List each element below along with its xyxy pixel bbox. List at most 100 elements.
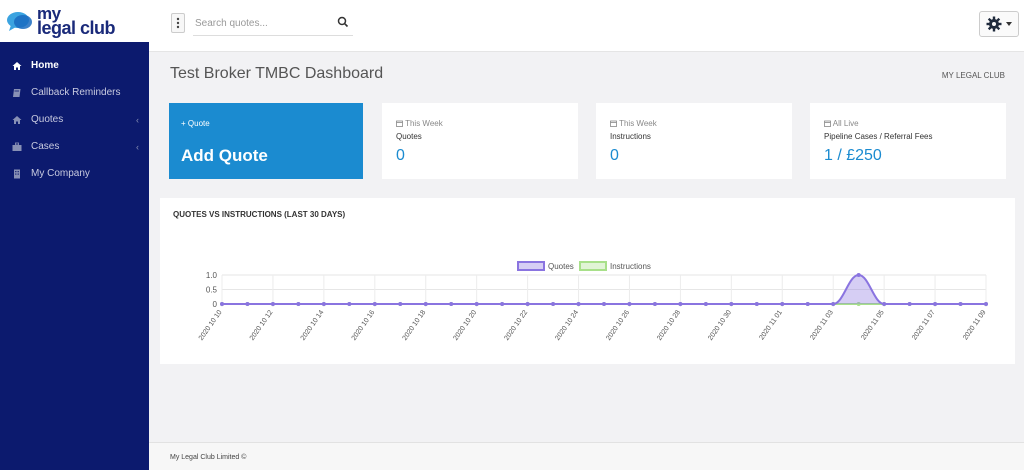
- page-title: Test Broker TMBC Dashboard: [170, 65, 384, 82]
- stat-value: 0: [610, 147, 619, 164]
- sidebar-item-label: Cases: [31, 141, 60, 152]
- main-content: Test Broker TMBC Dashboard MY LEGAL CLUB…: [149, 52, 1024, 442]
- calendar-icon: [610, 120, 617, 127]
- data-point-instructions: [856, 302, 861, 306]
- data-point-quotes: [984, 302, 988, 306]
- add-quote-label: Add Quote: [181, 146, 268, 165]
- brand-name: my legal club: [37, 4, 116, 38]
- settings-dropdown-button[interactable]: [979, 11, 1019, 37]
- data-point-quotes: [703, 302, 708, 306]
- stat-period-text: This Week: [405, 119, 443, 128]
- chevron-left-icon: ‹: [136, 115, 139, 125]
- stat-period-tag: This Week: [610, 119, 657, 128]
- data-point-quotes: [321, 302, 326, 306]
- calendar-icon: [824, 120, 831, 127]
- stat-label: Pipeline Cases / Referral Fees: [824, 132, 933, 141]
- pipeline-stat-card: All Live Pipeline Cases / Referral Fees …: [810, 103, 1006, 179]
- x-tick-label: 2020 10 22: [503, 309, 529, 342]
- data-point-quotes: [398, 302, 403, 306]
- data-point-quotes: [245, 302, 250, 306]
- data-point-quotes: [678, 302, 683, 306]
- sidebar-item-label: Quotes: [31, 114, 64, 125]
- legend-swatch: [579, 261, 607, 271]
- calendar-icon: [396, 120, 403, 127]
- x-tick-label: 2020 10 26: [605, 309, 631, 342]
- search-icon[interactable]: [337, 16, 349, 28]
- data-point-quotes: [423, 302, 428, 306]
- data-point-quotes: [780, 302, 785, 306]
- stat-period-text: All Live: [832, 119, 859, 128]
- gear-icon: [986, 16, 1002, 32]
- sidebar-item-my-company[interactable]: My Company: [0, 160, 149, 187]
- data-point-quotes: [831, 302, 836, 306]
- briefcase-icon: [12, 142, 22, 151]
- legend-swatch: [517, 261, 545, 271]
- stat-value: 0: [396, 147, 405, 164]
- data-point-quotes: [449, 302, 454, 306]
- building-icon: [14, 169, 20, 178]
- legend-label: Instructions: [610, 262, 651, 271]
- stat-period-tag: All Live: [824, 119, 859, 128]
- data-point-quotes: [907, 302, 912, 306]
- x-tick-label: 2020 11 09: [962, 309, 988, 341]
- search-box: [193, 10, 353, 36]
- data-point-quotes: [754, 302, 759, 306]
- home-icon: [12, 115, 22, 124]
- sidebar-item-home[interactable]: Home: [0, 52, 149, 79]
- data-point-quotes: [856, 273, 861, 277]
- x-tick-label: 2020 11 03: [809, 309, 835, 341]
- data-point-quotes: [933, 302, 938, 306]
- brand-line-1: my: [37, 4, 61, 23]
- y-tick-label: 0.5: [206, 286, 218, 295]
- x-tick-label: 2020 10 24: [554, 309, 580, 342]
- chevron-left-icon: ‹: [136, 142, 139, 152]
- sidebar-item-callback-reminders[interactable]: Callback Reminders: [0, 79, 149, 106]
- book-icon: [13, 88, 21, 97]
- sidebar-item-label: Home: [31, 60, 59, 71]
- sidebar-item-label: My Company: [31, 168, 90, 179]
- x-tick-label: 2020 10 28: [656, 309, 682, 342]
- vertical-dots-icon: [176, 17, 180, 29]
- quotes-stat-card: This Week Quotes 0: [382, 103, 578, 179]
- add-quote-card[interactable]: + Quote Add Quote: [169, 103, 363, 179]
- kebab-menu-button[interactable]: [171, 13, 185, 33]
- sidebar-item-label: Callback Reminders: [31, 87, 121, 98]
- search-input[interactable]: [195, 14, 325, 32]
- add-quote-small-label: + Quote: [181, 119, 210, 128]
- x-tick-label: 2020 10 20: [452, 309, 478, 342]
- x-tick-label: 2020 10 30: [707, 309, 733, 342]
- x-tick-label: 2020 10 10: [198, 309, 224, 342]
- x-tick-label: 2020 11 01: [758, 309, 784, 341]
- x-tick-label: 2020 11 05: [860, 309, 886, 341]
- chat-bubble-logo-icon: [7, 12, 32, 31]
- stat-value: 1 / £250: [824, 147, 882, 164]
- data-point-quotes: [525, 302, 530, 306]
- stat-period-tag: This Week: [396, 119, 443, 128]
- x-tick-label: 2020 10 16: [351, 309, 377, 342]
- data-point-quotes: [652, 302, 657, 306]
- x-tick-label: 2020 10 18: [402, 309, 428, 342]
- data-point-quotes: [729, 302, 734, 306]
- x-tick-label: 2020 10 12: [249, 309, 275, 342]
- y-tick-label: 0: [213, 300, 218, 309]
- data-point-quotes: [958, 302, 963, 306]
- data-point-quotes: [882, 302, 887, 306]
- data-point-quotes: [474, 302, 479, 306]
- footer-copyright: My Legal Club Limited ©: [170, 454, 247, 461]
- brand-logo[interactable]: my legal club: [0, 0, 149, 42]
- sidebar: Home Callback Reminders Quotes ‹ Cases ‹…: [0, 42, 149, 470]
- brand-line-2: legal club: [37, 18, 116, 38]
- sidebar-item-cases[interactable]: Cases ‹: [0, 133, 149, 160]
- data-point-quotes: [576, 302, 581, 306]
- chart-title: QUOTES VS INSTRUCTIONS (LAST 30 DAYS): [173, 210, 346, 219]
- data-point-quotes: [372, 302, 377, 306]
- caret-down-icon: [1006, 22, 1012, 26]
- stat-period-text: This Week: [619, 119, 657, 128]
- data-point-quotes: [296, 302, 301, 306]
- x-tick-label: 2020 11 07: [911, 309, 937, 341]
- sidebar-item-quotes[interactable]: Quotes ‹: [0, 106, 149, 133]
- breadcrumb[interactable]: MY LEGAL CLUB: [941, 71, 1005, 80]
- data-point-quotes: [805, 302, 810, 306]
- data-point-quotes: [627, 302, 632, 306]
